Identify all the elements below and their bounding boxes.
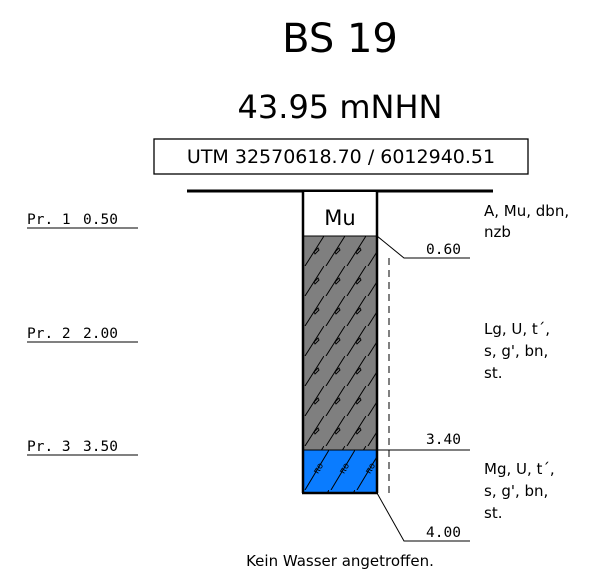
description-3-line-2: s, g', bn, [484, 482, 548, 500]
description-2: Lg, U, t´, s, g', bn, st. [484, 320, 550, 382]
boundary-2-depth: 3.40 [426, 432, 461, 448]
sample-2-depth: 2.00 [83, 326, 118, 342]
borehole-title: BS 19 [282, 16, 398, 62]
boundary-3-leader [376, 492, 470, 542]
sample-3: Pr. 3 3.50 [27, 439, 138, 456]
sample-2-name: Pr. 2 [27, 326, 71, 342]
layer-middle-hatch [303, 236, 377, 450]
sample-2: Pr. 2 2.00 [27, 326, 138, 343]
boundary-3-depth: 4.00 [426, 525, 461, 541]
description-3-line-1: Mg, U, t´, [484, 460, 555, 478]
sample-1: Pr. 1 0.50 [27, 212, 138, 229]
description-3: Mg, U, t´, s, g', bn, st. [484, 460, 555, 522]
boundary-3: 4.00 [376, 492, 470, 542]
sample-3-depth: 3.50 [83, 439, 118, 455]
description-2-line-3: st. [484, 364, 502, 382]
top-layer-code: Mu [324, 206, 355, 230]
layer-bottom-hatch [303, 450, 377, 493]
description-1-line-1: A, Mu, dbn, [484, 202, 569, 220]
description-1-line-2: nzb [484, 223, 511, 241]
ground-elevation: 43.95 mNHN [238, 88, 443, 126]
boundary-1-depth: 0.60 [426, 242, 461, 258]
boundary-1: 0.60 [376, 235, 470, 259]
boundary-1-leader [376, 235, 470, 259]
layer-top-fill [303, 192, 377, 236]
description-1: A, Mu, dbn, nzb [484, 202, 569, 241]
sample-1-depth: 0.50 [83, 212, 118, 228]
water-note: Kein Wasser angetroffen. [246, 552, 434, 570]
sample-1-name: Pr. 1 [27, 212, 71, 228]
description-3-line-3: st. [484, 504, 502, 522]
sample-3-name: Pr. 3 [27, 439, 71, 455]
boundary-2: 3.40 [377, 432, 470, 451]
description-2-line-2: s, g', bn, [484, 342, 548, 360]
description-2-line-1: Lg, U, t´, [484, 320, 550, 338]
utm-box [153, 138, 529, 175]
utm-coordinates: UTM 32570618.70 / 6012940.51 [187, 146, 495, 168]
